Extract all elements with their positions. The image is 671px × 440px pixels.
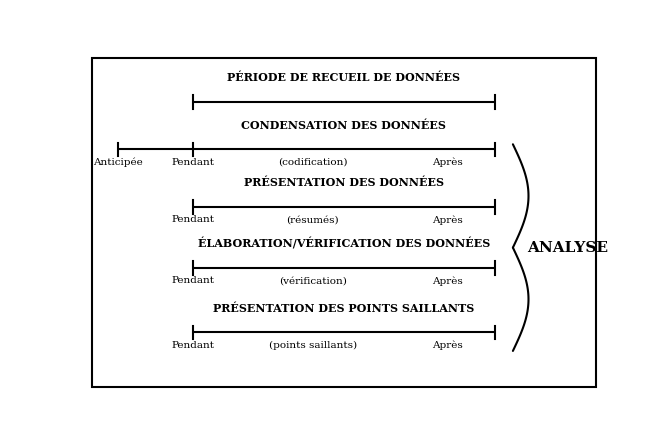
Text: Après: Après: [433, 341, 463, 350]
Text: (points saillants): (points saillants): [268, 341, 357, 350]
Text: ÉLABORATION/VÉRIFICATION DES DONNÉES: ÉLABORATION/VÉRIFICATION DES DONNÉES: [198, 237, 490, 249]
Text: Pendant: Pendant: [172, 216, 215, 224]
Text: (codification): (codification): [278, 158, 348, 167]
Text: Pendant: Pendant: [172, 341, 215, 350]
Text: PÉRIODE DE RECUEIL DE DONNÉES: PÉRIODE DE RECUEIL DE DONNÉES: [227, 72, 460, 83]
Text: CONDENSATION DES DONNÉES: CONDENSATION DES DONNÉES: [242, 120, 446, 131]
Text: Pendant: Pendant: [172, 158, 215, 167]
Text: Pendant: Pendant: [172, 276, 215, 286]
Text: Après: Après: [433, 216, 463, 225]
Text: PRÉSENTATION DES DONNÉES: PRÉSENTATION DES DONNÉES: [244, 177, 444, 188]
Text: Après: Après: [433, 276, 463, 286]
Text: (vérification): (vérification): [278, 276, 347, 286]
Text: Après: Après: [433, 158, 463, 167]
Text: (résumés): (résumés): [287, 216, 339, 224]
Text: Anticipée: Anticipée: [93, 158, 142, 167]
Text: ANALYSE: ANALYSE: [527, 241, 608, 255]
Text: PRÉSENTATION DES POINTS SAILLANTS: PRÉSENTATION DES POINTS SAILLANTS: [213, 303, 474, 314]
